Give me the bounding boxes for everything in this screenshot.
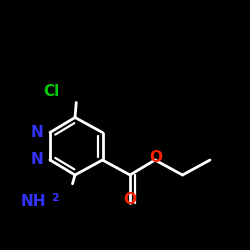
Text: N: N (31, 152, 44, 168)
Text: 2: 2 (51, 193, 59, 203)
Text: NH: NH (21, 194, 46, 209)
Text: O: O (124, 192, 136, 208)
Text: N: N (31, 125, 44, 140)
Text: O: O (150, 150, 163, 165)
Text: Cl: Cl (43, 84, 60, 99)
